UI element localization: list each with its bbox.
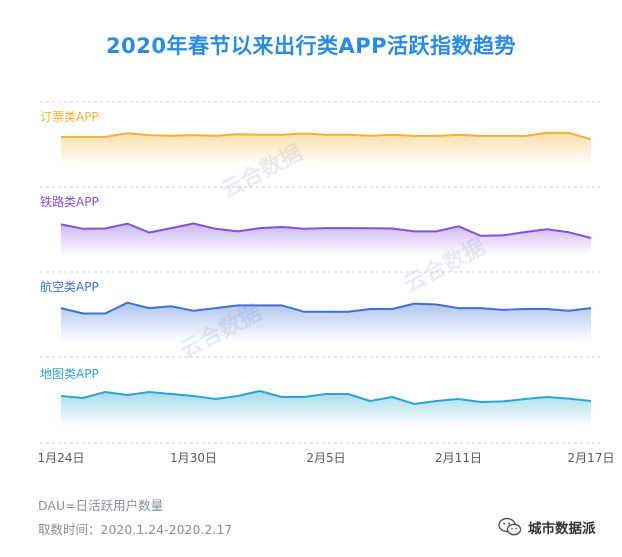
series-label-railway: 铁路类APP <box>40 194 99 209</box>
series-line-railway <box>60 222 592 239</box>
x-tick-label: 2月5日 <box>306 451 345 465</box>
series-area-maps <box>61 391 591 428</box>
footnote-dau: DAU=日活跃用户数量 <box>38 498 164 513</box>
series-area-railway <box>61 223 591 256</box>
series-area-flight <box>61 302 591 342</box>
x-tick-label: 2月17日 <box>568 451 615 465</box>
page-title: 2020年春节以来出行类APP活跃指数趋势 <box>106 34 516 58</box>
series-line-maps <box>60 390 592 405</box>
series-line-flight <box>60 301 592 315</box>
series-label-tickets: 订票类APP <box>40 110 99 124</box>
x-tick-label: 2月11日 <box>435 451 482 465</box>
wechat-icon <box>498 517 522 536</box>
brand-badge: 城市数据派 <box>498 517 596 537</box>
brand-name: 城市数据派 <box>528 521 596 537</box>
series-area-tickets <box>61 132 591 165</box>
series-label-maps: 地图类APP <box>40 367 99 381</box>
x-tick-label: 1月30日 <box>170 451 217 465</box>
x-tick-label: 1月24日 <box>38 451 85 465</box>
series-line-tickets <box>61 131 592 141</box>
series-label-flight: 航空类APP <box>40 279 99 294</box>
footnote-period: 取数时间：2020.1.24-2020.2.17 <box>38 522 233 537</box>
